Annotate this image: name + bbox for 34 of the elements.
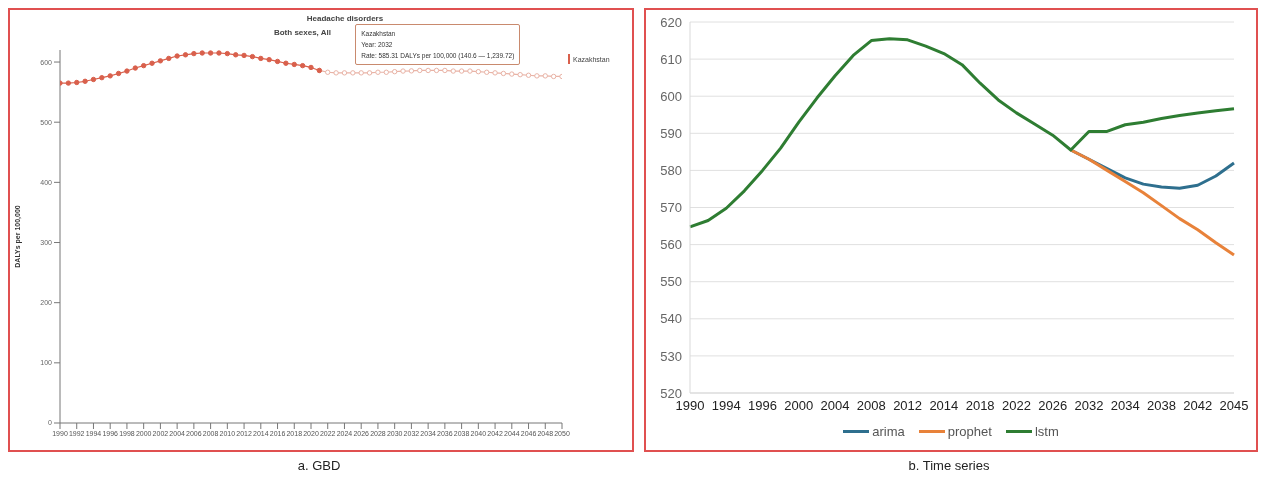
x-tick-label: 2038: [1147, 398, 1176, 414]
legend-label: lstm: [1034, 424, 1059, 439]
y-tick-label: 520: [660, 385, 682, 401]
x-tick-label: 2000: [784, 398, 814, 414]
y-tick-label: 600: [660, 88, 682, 104]
y-tick-label: 590: [660, 125, 682, 141]
x-tick-label: 2042: [1183, 398, 1213, 414]
legend-label: prophet: [947, 424, 992, 439]
y-tick-label: 560: [660, 237, 682, 253]
x-tick-label: 2022: [1001, 398, 1031, 414]
x-tick-label: 2004: [820, 398, 850, 414]
x-tick-label: 2014: [929, 398, 959, 414]
x-tick-label: 2008: [856, 398, 886, 414]
y-tick-label: 530: [660, 348, 682, 364]
x-tick-label: 2018: [965, 398, 995, 414]
y-tick-label: 620: [660, 14, 682, 30]
x-tick-label: 2032: [1074, 398, 1104, 414]
x-tick-label: 1994: [711, 398, 741, 414]
text: a. GBD: [296, 458, 342, 473]
x-tick-label: 1990: [675, 398, 705, 414]
chart-title: Headache disorders: [305, 14, 384, 23]
x-tick-label: 2034: [1110, 398, 1140, 414]
x-tick-label: 1996: [748, 398, 777, 414]
y-tick-label: 580: [660, 163, 682, 179]
x-tick-label: 2045: [1219, 398, 1249, 414]
legend-label: arima: [872, 424, 905, 439]
y-tick-label: 570: [660, 200, 682, 216]
y-tick-label: 550: [660, 274, 682, 290]
y-tick-label: 540: [660, 311, 682, 327]
text: b. Time series: [907, 458, 991, 473]
x-tick-label: 2012: [893, 398, 923, 414]
chart-subtitle: Both sexes, All: [272, 28, 331, 37]
x-tick-label: 2026: [1038, 398, 1068, 414]
y-tick-label: 610: [660, 51, 682, 67]
